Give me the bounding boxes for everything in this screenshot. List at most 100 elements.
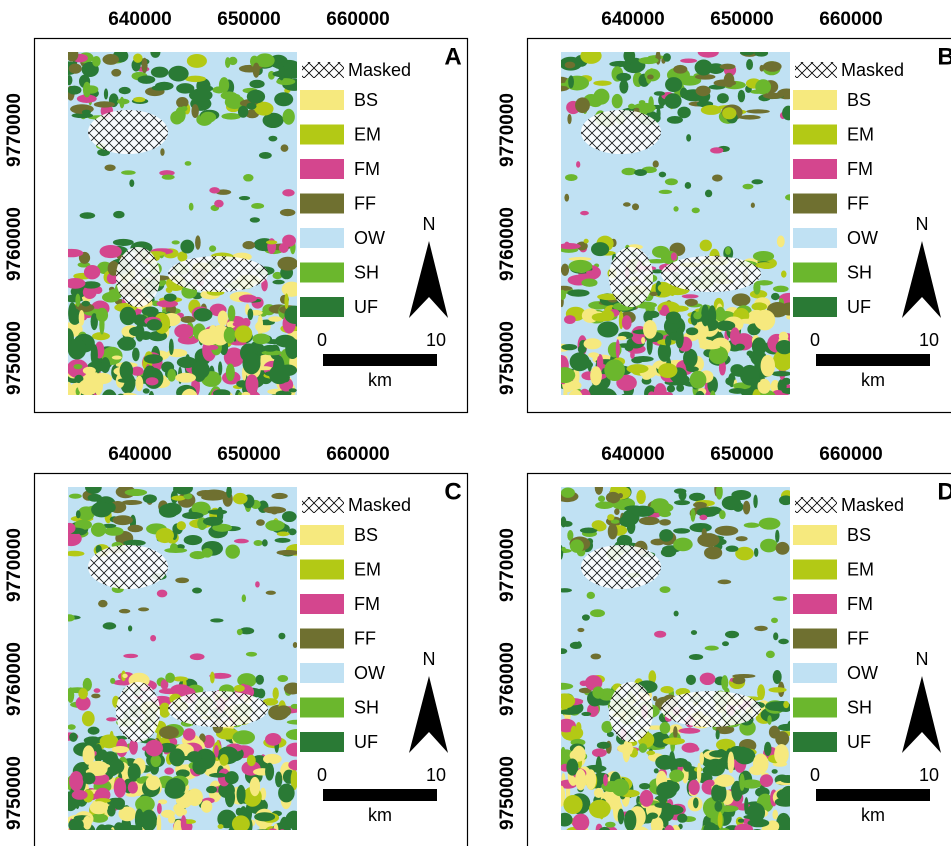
land-patch [699, 344, 721, 350]
land-patch [177, 251, 188, 262]
land-patch [728, 388, 747, 394]
land-patch [141, 57, 148, 74]
land-patch [118, 86, 131, 95]
legend-label: EM [354, 124, 381, 144]
land-patch [561, 546, 566, 552]
land-patch [116, 98, 130, 105]
land-patch [598, 826, 611, 830]
land-patch [268, 316, 282, 322]
land-patch [212, 523, 233, 532]
land-patch [224, 771, 239, 785]
y-tick-label: 9750000 [4, 756, 25, 830]
land-patch [218, 361, 223, 376]
land-patch [129, 739, 138, 755]
land-patch [282, 189, 295, 197]
scale-start: 0 [810, 330, 820, 350]
land-patch [776, 812, 790, 830]
land-patch [598, 803, 605, 820]
land-patch [673, 537, 693, 552]
land-patch [143, 354, 163, 364]
land-patch [577, 627, 585, 633]
land-patch [202, 516, 224, 526]
panel-letter: B [937, 43, 951, 70]
land-patch [770, 292, 780, 301]
land-patch [290, 769, 297, 791]
land-patch [246, 754, 256, 767]
land-patch [673, 610, 679, 617]
land-patch [689, 522, 712, 533]
land-patch [581, 614, 590, 621]
land-patch [650, 816, 664, 830]
land-patch [176, 521, 186, 531]
land-patch [265, 762, 275, 781]
land-patch [233, 684, 245, 692]
land-patch [666, 115, 683, 124]
land-patch [288, 759, 297, 771]
land-patch [170, 684, 192, 697]
land-patch [595, 501, 614, 509]
land-patch [715, 487, 723, 500]
land-patch [91, 501, 113, 518]
land-patch [695, 85, 711, 97]
land-patch [621, 167, 637, 176]
land-patch [579, 527, 598, 534]
land-patch [750, 202, 755, 208]
land-patch [75, 695, 91, 711]
land-patch [686, 134, 692, 142]
land-patch [283, 682, 297, 695]
land-patch [781, 377, 790, 385]
land-patch [145, 377, 159, 386]
legend-label: OW [847, 228, 878, 248]
land-patch [245, 374, 259, 395]
x-tick-label: 650000 [710, 9, 773, 30]
legend-label: Masked [841, 495, 904, 515]
land-patch [176, 83, 195, 94]
land-patch [160, 148, 165, 156]
land-patch [192, 587, 203, 594]
land-patch [638, 516, 660, 526]
land-patch [588, 352, 600, 358]
legend-label: Masked [348, 60, 411, 80]
land-patch [717, 93, 729, 104]
land-patch [119, 361, 134, 381]
land-patch [129, 179, 135, 187]
land-patch [568, 389, 583, 395]
land-patch [234, 325, 253, 343]
land-patch [721, 495, 742, 511]
land-patch [210, 671, 215, 684]
land-patch [594, 487, 604, 495]
land-patch [576, 161, 581, 168]
land-patch [68, 277, 86, 289]
scale-start: 0 [810, 765, 820, 785]
land-patch [118, 608, 131, 614]
land-patch [699, 672, 716, 686]
land-patch [648, 391, 656, 395]
land-patch [290, 703, 297, 709]
north-label: N [423, 214, 436, 234]
land-patch [68, 52, 79, 62]
land-patch [636, 489, 646, 505]
land-patch [89, 801, 108, 815]
land-patch [693, 311, 702, 320]
land-patch [186, 54, 207, 68]
land-patch [641, 336, 646, 344]
land-patch [685, 354, 691, 370]
land-patch [117, 378, 136, 383]
land-patch [113, 210, 125, 219]
land-patch [658, 189, 673, 195]
land-patch [68, 74, 73, 86]
north-label: N [916, 649, 929, 669]
land-patch [779, 495, 790, 506]
land-patch [265, 519, 285, 532]
land-patch [268, 135, 278, 142]
land-patch [659, 721, 671, 735]
land-patch [650, 498, 669, 512]
land-patch [567, 530, 574, 541]
land-patch [274, 537, 291, 543]
land-patch [673, 726, 678, 739]
land-patch [658, 171, 667, 178]
land-patch [590, 653, 602, 660]
land-patch [630, 350, 635, 359]
land-patch [68, 63, 82, 74]
land-patch [110, 827, 115, 830]
